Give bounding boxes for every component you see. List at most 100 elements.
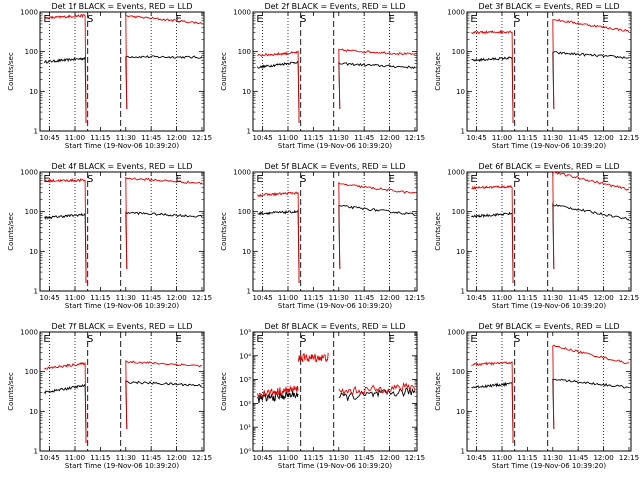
x-axis-label: Start Time (19-Nov-06 10:39:20) (278, 142, 392, 150)
y-tick-label: 10 (29, 88, 38, 96)
y-tick-label: 10³ (239, 376, 251, 384)
plot-frame (252, 11, 418, 132)
interval-marker: S (300, 334, 306, 345)
y-tick-label: 1 (247, 288, 251, 296)
plot-frame (466, 331, 632, 452)
panel-4: Det 4f BLACK = Events, RED = LLD 10:45 11:… (7, 162, 212, 310)
x-axis-label: Start Time (19-Nov-06 10:39:20) (492, 302, 606, 310)
x-tick-label: 11:00 (278, 294, 298, 302)
y-axis-label: Counts/sec (7, 372, 15, 411)
interval-marker: S (87, 334, 93, 345)
y-tick-label: 10 (242, 88, 251, 96)
x-tick-label: 10:45 (40, 294, 60, 302)
events-series-line (338, 61, 416, 110)
plot-frame (39, 11, 205, 132)
interval-marker: S (87, 14, 93, 25)
lld-series-line (297, 352, 329, 363)
x-tick-label: 11:30 (543, 294, 563, 302)
events-series-line (338, 204, 416, 270)
x-tick-label: 12:15 (192, 134, 212, 142)
x-tick-label: 12:00 (166, 454, 186, 462)
y-axis-label: Counts/sec (434, 212, 442, 251)
y-tick-label: 100 (452, 48, 465, 56)
interval-marker: E (602, 174, 608, 185)
x-axis-label: Start Time (19-Nov-06 10:39:20) (278, 302, 392, 310)
y-tick-label: 10 (242, 248, 251, 256)
plot-frame (39, 331, 205, 452)
x-tick-label: 10:45 (40, 454, 60, 462)
interval-marker: E (175, 14, 181, 25)
x-tick-label: 12:00 (379, 454, 399, 462)
panel-7: Det 7f BLACK = Events, RED = LLD 10:45 11:… (7, 322, 212, 470)
events-series-line (471, 211, 514, 284)
x-tick-label: 11:15 (303, 134, 323, 142)
interval-marker: E (388, 14, 394, 25)
y-axis-label: Counts/sec (220, 372, 228, 411)
panel-title: Det 2f BLACK = Events, RED = LLD (264, 2, 405, 11)
x-tick-label: 11:30 (116, 454, 136, 462)
y-axis-label: Counts/sec (434, 52, 442, 91)
x-tick-label: 10:45 (40, 134, 60, 142)
y-tick-label: 1 (34, 288, 38, 296)
y-tick-label: 100 (238, 48, 251, 56)
y-tick-label: 1 (34, 448, 38, 456)
y-tick-label: 100 (25, 48, 38, 56)
x-tick-label: 11:30 (329, 134, 349, 142)
panel-title: Det 3f BLACK = Events, RED = LLD (478, 2, 619, 11)
x-tick-label: 11:00 (65, 294, 85, 302)
x-tick-label: 11:00 (492, 294, 512, 302)
interval-marker: E (256, 174, 262, 185)
y-tick-label: 100 (452, 368, 465, 376)
x-tick-label: 12:15 (619, 134, 639, 142)
panel-title: Det 1f BLACK = Events, RED = LLD (51, 2, 192, 11)
interval-marker: E (175, 174, 181, 185)
x-tick-label: 12:15 (405, 294, 425, 302)
panel-title: Det 6f BLACK = Events, RED = LLD (478, 162, 619, 171)
y-tick-label: 10⁰ (239, 448, 251, 456)
x-tick-label: 11:30 (116, 134, 136, 142)
y-tick-label: 1 (461, 288, 465, 296)
interval-marker: E (470, 334, 476, 345)
panel-title: Det 7f BLACK = Events, RED = LLD (51, 322, 192, 331)
plot-frame (466, 11, 632, 132)
x-axis-label: Start Time (19-Nov-06 10:39:20) (65, 142, 179, 150)
panel-1: Det 1f BLACK = Events, RED = LLD 10:45 11:… (7, 2, 212, 150)
x-tick-label: 11:15 (90, 454, 110, 462)
plot-frame (252, 331, 418, 452)
plot-frame (252, 171, 418, 292)
panel-title: Det 9f BLACK = Events, RED = LLD (478, 322, 619, 331)
x-tick-label: 11:00 (278, 134, 298, 142)
x-tick-label: 11:30 (329, 454, 349, 462)
y-tick-label: 1000 (447, 9, 465, 17)
y-tick-label: 100 (238, 208, 251, 216)
x-tick-label: 12:15 (192, 294, 212, 302)
x-tick-label: 11:15 (90, 134, 110, 142)
y-tick-label: 10 (29, 408, 38, 416)
events-series-line (44, 56, 87, 124)
x-tick-label: 11:30 (116, 294, 136, 302)
x-tick-label: 12:00 (593, 134, 613, 142)
x-axis-label: Start Time (19-Nov-06 10:39:20) (492, 462, 606, 470)
x-tick-label: 12:15 (619, 454, 639, 462)
interval-marker: E (43, 174, 49, 185)
x-tick-label: 12:00 (593, 294, 613, 302)
x-tick-label: 10:45 (253, 454, 273, 462)
interval-marker: S (300, 14, 306, 25)
y-tick-label: 1000 (233, 9, 251, 17)
x-tick-label: 11:45 (141, 454, 161, 462)
y-tick-label: 1000 (20, 169, 38, 177)
interval-marker: E (43, 334, 49, 345)
x-tick-label: 11:00 (278, 454, 298, 462)
panel-title: Det 5f BLACK = Events, RED = LLD (264, 162, 405, 171)
y-tick-label: 10 (456, 88, 465, 96)
x-tick-label: 11:45 (568, 294, 588, 302)
interval-marker: E (256, 14, 262, 25)
events-series-line (125, 380, 203, 430)
x-tick-label: 11:15 (517, 454, 537, 462)
interval-marker: S (514, 14, 520, 25)
y-tick-label: 10 (456, 408, 465, 416)
interval-marker: E (470, 174, 476, 185)
x-axis-label: Start Time (19-Nov-06 10:39:20) (65, 302, 179, 310)
x-tick-label: 12:00 (166, 294, 186, 302)
